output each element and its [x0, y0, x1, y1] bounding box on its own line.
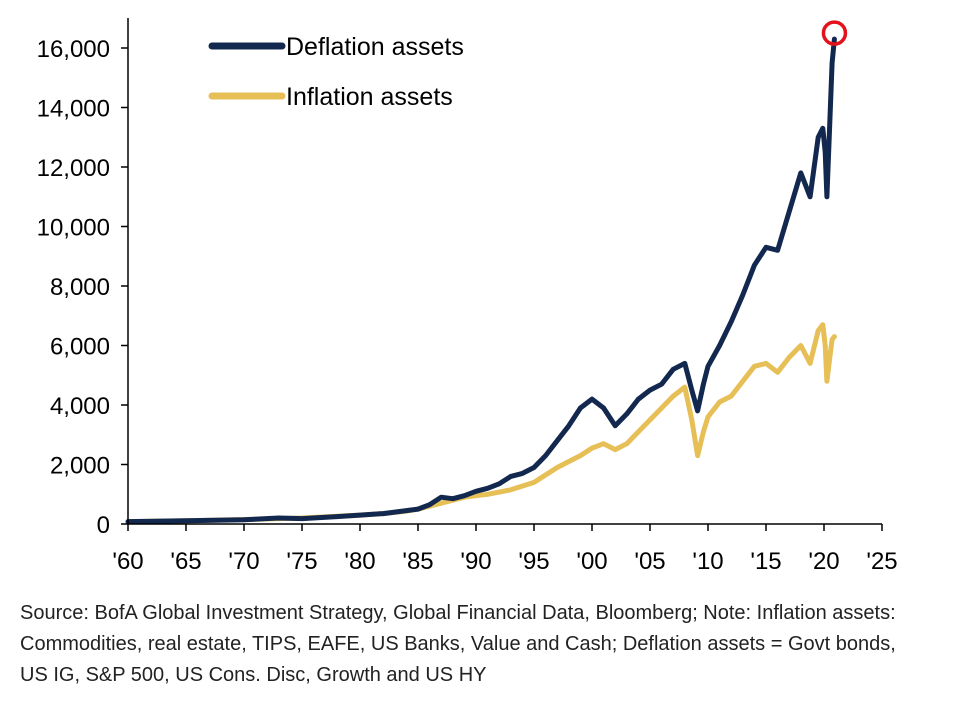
x-tick-label: '25	[866, 548, 897, 575]
x-tick-label: '75	[286, 548, 317, 575]
y-tick-label: 16,000	[37, 36, 110, 63]
x-tick-label: '60	[112, 548, 143, 575]
x-tick-label: '70	[228, 548, 259, 575]
y-tick-label: 10,000	[37, 215, 110, 242]
y-tick-label: 8,000	[50, 274, 110, 301]
plot-area	[125, 20, 848, 525]
legend: Deflation assets Inflation assets	[208, 33, 464, 111]
x-tick-label: '95	[518, 548, 549, 575]
y-tick-label: 4,000	[50, 393, 110, 420]
x-tick-label: '85	[402, 548, 433, 575]
line-chart: 0 2,000 4,000 6,000 8,000 10,000 12,000 14,000 1…	[37, 18, 898, 575]
x-tick-label: '20	[808, 548, 839, 575]
source-note: Source: BofA Global Investment Strategy,…	[20, 602, 896, 686]
axes: 0 2,000 4,000 6,000 8,000 10,000 12,000 14,000 1…	[37, 18, 898, 575]
x-tick-label: '80	[344, 548, 375, 575]
legend-label: Inflation assets	[286, 83, 453, 111]
peak-highlight-circle	[821, 20, 848, 46]
y-tick-label: 12,000	[37, 155, 110, 182]
x-tick-label: '15	[750, 548, 781, 575]
legend-label: Deflation assets	[286, 33, 464, 61]
x-tick-label: '00	[576, 548, 607, 575]
x-tick-label: '10	[692, 548, 723, 575]
y-tick-label: 0	[97, 512, 110, 539]
y-tick-label: 2,000	[50, 453, 110, 480]
x-tick-label: '65	[170, 548, 201, 575]
y-tick-label: 14,000	[37, 96, 110, 123]
x-tick-label: '90	[460, 548, 491, 575]
x-tick-label: '05	[634, 548, 665, 575]
y-tick-label: 6,000	[50, 334, 110, 361]
series-line-deflation-assets	[125, 36, 837, 525]
